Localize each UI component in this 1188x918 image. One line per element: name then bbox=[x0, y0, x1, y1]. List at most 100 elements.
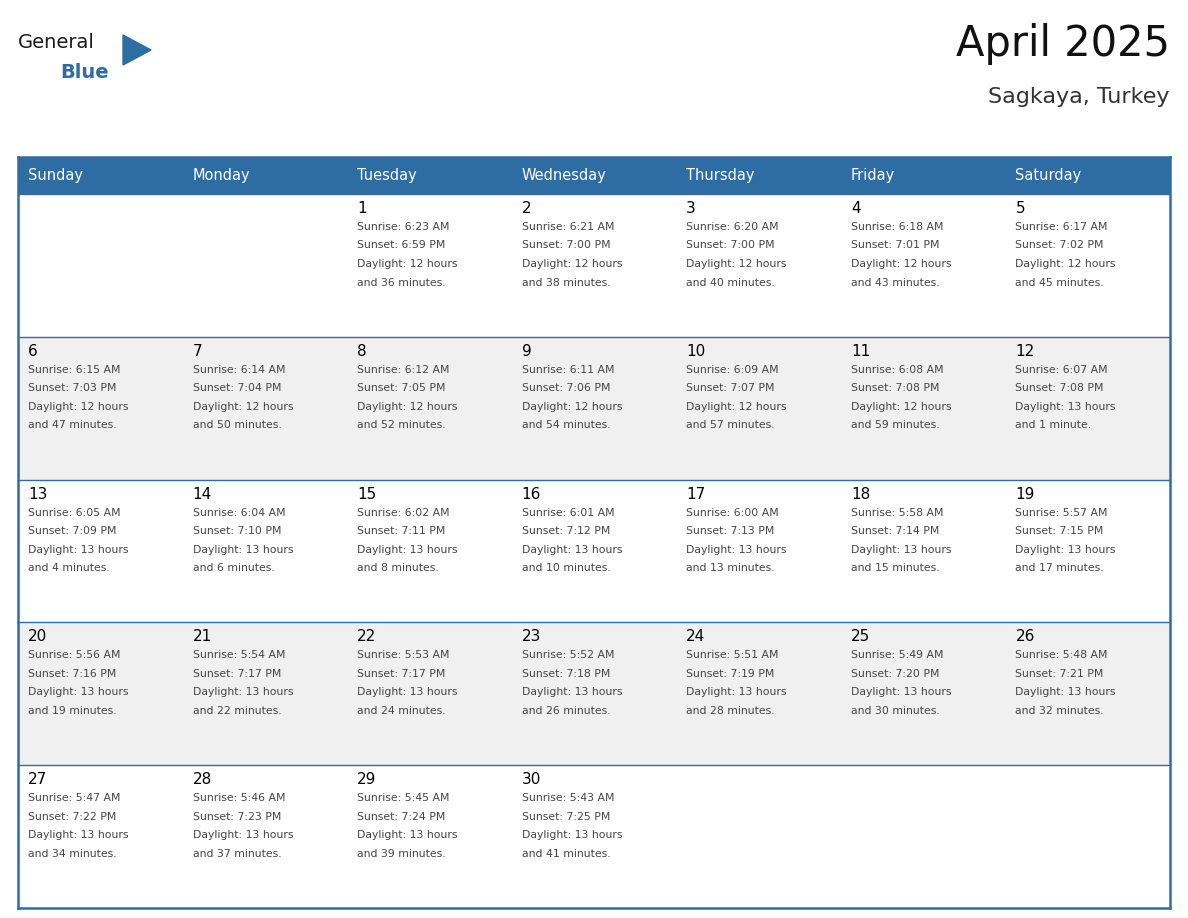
Bar bbox=[183, 479, 347, 622]
Text: and 37 minutes.: and 37 minutes. bbox=[192, 849, 282, 858]
Text: Saturday: Saturday bbox=[1016, 168, 1082, 183]
Text: Sunset: 7:05 PM: Sunset: 7:05 PM bbox=[358, 384, 446, 393]
Text: Sunset: 7:17 PM: Sunset: 7:17 PM bbox=[358, 669, 446, 679]
Text: Sunrise: 6:02 AM: Sunrise: 6:02 AM bbox=[358, 508, 450, 518]
Text: 10: 10 bbox=[687, 344, 706, 359]
Text: Sagkaya, Turkey: Sagkaya, Turkey bbox=[988, 87, 1170, 107]
Text: Sunset: 7:11 PM: Sunset: 7:11 PM bbox=[358, 526, 446, 536]
Text: 5: 5 bbox=[1016, 201, 1025, 216]
Text: Sunset: 7:07 PM: Sunset: 7:07 PM bbox=[687, 384, 775, 393]
Text: and 1 minute.: and 1 minute. bbox=[1016, 420, 1092, 431]
Text: Daylight: 12 hours: Daylight: 12 hours bbox=[687, 402, 786, 412]
Text: Sunrise: 5:56 AM: Sunrise: 5:56 AM bbox=[29, 650, 120, 660]
Text: Thursday: Thursday bbox=[687, 168, 754, 183]
Text: 3: 3 bbox=[687, 201, 696, 216]
Text: Sunrise: 5:52 AM: Sunrise: 5:52 AM bbox=[522, 650, 614, 660]
Text: and 41 minutes.: and 41 minutes. bbox=[522, 849, 611, 858]
Text: Sunrise: 6:20 AM: Sunrise: 6:20 AM bbox=[687, 222, 779, 232]
Text: Daylight: 13 hours: Daylight: 13 hours bbox=[29, 544, 128, 554]
Text: Sunset: 6:59 PM: Sunset: 6:59 PM bbox=[358, 241, 446, 251]
Bar bbox=[18, 622, 183, 766]
Text: Sunrise: 6:07 AM: Sunrise: 6:07 AM bbox=[1016, 364, 1108, 375]
Text: Sunrise: 6:04 AM: Sunrise: 6:04 AM bbox=[192, 508, 285, 518]
Text: 17: 17 bbox=[687, 487, 706, 501]
Text: Daylight: 13 hours: Daylight: 13 hours bbox=[687, 688, 786, 698]
Text: Daylight: 12 hours: Daylight: 12 hours bbox=[687, 259, 786, 269]
Text: and 59 minutes.: and 59 minutes. bbox=[851, 420, 940, 431]
Text: 13: 13 bbox=[29, 487, 48, 501]
Bar bbox=[1005, 622, 1170, 766]
Text: Sunset: 7:01 PM: Sunset: 7:01 PM bbox=[851, 241, 940, 251]
Text: Sunset: 7:04 PM: Sunset: 7:04 PM bbox=[192, 384, 282, 393]
Text: Wednesday: Wednesday bbox=[522, 168, 607, 183]
Text: Sunset: 7:20 PM: Sunset: 7:20 PM bbox=[851, 669, 940, 679]
Text: Sunset: 7:18 PM: Sunset: 7:18 PM bbox=[522, 669, 611, 679]
Text: Sunset: 7:16 PM: Sunset: 7:16 PM bbox=[29, 669, 116, 679]
Text: Sunrise: 6:21 AM: Sunrise: 6:21 AM bbox=[522, 222, 614, 232]
Text: and 8 minutes.: and 8 minutes. bbox=[358, 563, 438, 573]
Text: and 22 minutes.: and 22 minutes. bbox=[192, 706, 282, 716]
Bar bbox=[676, 337, 841, 479]
Text: Sunrise: 5:45 AM: Sunrise: 5:45 AM bbox=[358, 793, 449, 803]
Text: Sunset: 7:12 PM: Sunset: 7:12 PM bbox=[522, 526, 611, 536]
Bar bbox=[512, 766, 676, 908]
Text: 29: 29 bbox=[358, 772, 377, 788]
Text: Sunrise: 6:23 AM: Sunrise: 6:23 AM bbox=[358, 222, 449, 232]
Bar bbox=[1005, 766, 1170, 908]
Bar bbox=[183, 194, 347, 337]
Text: Daylight: 12 hours: Daylight: 12 hours bbox=[29, 402, 128, 412]
Text: 26: 26 bbox=[1016, 630, 1035, 644]
Bar bbox=[18, 337, 183, 479]
Text: Daylight: 12 hours: Daylight: 12 hours bbox=[522, 259, 623, 269]
Bar bbox=[183, 622, 347, 766]
Text: Daylight: 12 hours: Daylight: 12 hours bbox=[1016, 259, 1116, 269]
Text: and 50 minutes.: and 50 minutes. bbox=[192, 420, 282, 431]
Text: Sunrise: 6:09 AM: Sunrise: 6:09 AM bbox=[687, 364, 779, 375]
Text: Sunset: 7:17 PM: Sunset: 7:17 PM bbox=[192, 669, 280, 679]
Text: Daylight: 13 hours: Daylight: 13 hours bbox=[192, 544, 293, 554]
Text: Daylight: 13 hours: Daylight: 13 hours bbox=[687, 544, 786, 554]
Bar bbox=[512, 479, 676, 622]
Bar bbox=[18, 766, 183, 908]
Text: Sunrise: 6:00 AM: Sunrise: 6:00 AM bbox=[687, 508, 779, 518]
Text: and 10 minutes.: and 10 minutes. bbox=[522, 563, 611, 573]
Bar bbox=[347, 194, 512, 337]
Text: Sunset: 7:21 PM: Sunset: 7:21 PM bbox=[1016, 669, 1104, 679]
Text: 14: 14 bbox=[192, 487, 211, 501]
Text: and 40 minutes.: and 40 minutes. bbox=[687, 277, 775, 287]
Bar bbox=[841, 622, 1005, 766]
Text: Daylight: 12 hours: Daylight: 12 hours bbox=[522, 402, 623, 412]
Bar bbox=[347, 766, 512, 908]
Text: 23: 23 bbox=[522, 630, 541, 644]
Text: Sunrise: 5:48 AM: Sunrise: 5:48 AM bbox=[1016, 650, 1108, 660]
Text: 7: 7 bbox=[192, 344, 202, 359]
Text: Friday: Friday bbox=[851, 168, 895, 183]
Text: 28: 28 bbox=[192, 772, 211, 788]
Text: and 15 minutes.: and 15 minutes. bbox=[851, 563, 940, 573]
Text: Daylight: 13 hours: Daylight: 13 hours bbox=[1016, 402, 1116, 412]
Text: Blue: Blue bbox=[61, 63, 108, 82]
Text: Sunset: 7:22 PM: Sunset: 7:22 PM bbox=[29, 812, 116, 822]
Text: and 17 minutes.: and 17 minutes. bbox=[1016, 563, 1104, 573]
Text: 22: 22 bbox=[358, 630, 377, 644]
Text: and 45 minutes.: and 45 minutes. bbox=[1016, 277, 1104, 287]
Text: 27: 27 bbox=[29, 772, 48, 788]
Text: Tuesday: Tuesday bbox=[358, 168, 417, 183]
Bar bbox=[18, 479, 183, 622]
Text: and 54 minutes.: and 54 minutes. bbox=[522, 420, 611, 431]
Text: Daylight: 13 hours: Daylight: 13 hours bbox=[29, 830, 128, 840]
Text: Sunrise: 6:01 AM: Sunrise: 6:01 AM bbox=[522, 508, 614, 518]
Text: Monday: Monday bbox=[192, 168, 251, 183]
Text: 15: 15 bbox=[358, 487, 377, 501]
Text: 16: 16 bbox=[522, 487, 541, 501]
Text: and 36 minutes.: and 36 minutes. bbox=[358, 277, 446, 287]
Text: Sunset: 7:19 PM: Sunset: 7:19 PM bbox=[687, 669, 775, 679]
Text: Sunset: 7:15 PM: Sunset: 7:15 PM bbox=[1016, 526, 1104, 536]
Text: Daylight: 13 hours: Daylight: 13 hours bbox=[192, 688, 293, 698]
Text: Sunset: 7:25 PM: Sunset: 7:25 PM bbox=[522, 812, 611, 822]
Bar bbox=[676, 766, 841, 908]
Text: and 26 minutes.: and 26 minutes. bbox=[522, 706, 611, 716]
Text: Sunset: 7:03 PM: Sunset: 7:03 PM bbox=[29, 384, 116, 393]
Text: Sunrise: 6:11 AM: Sunrise: 6:11 AM bbox=[522, 364, 614, 375]
Bar bbox=[841, 479, 1005, 622]
